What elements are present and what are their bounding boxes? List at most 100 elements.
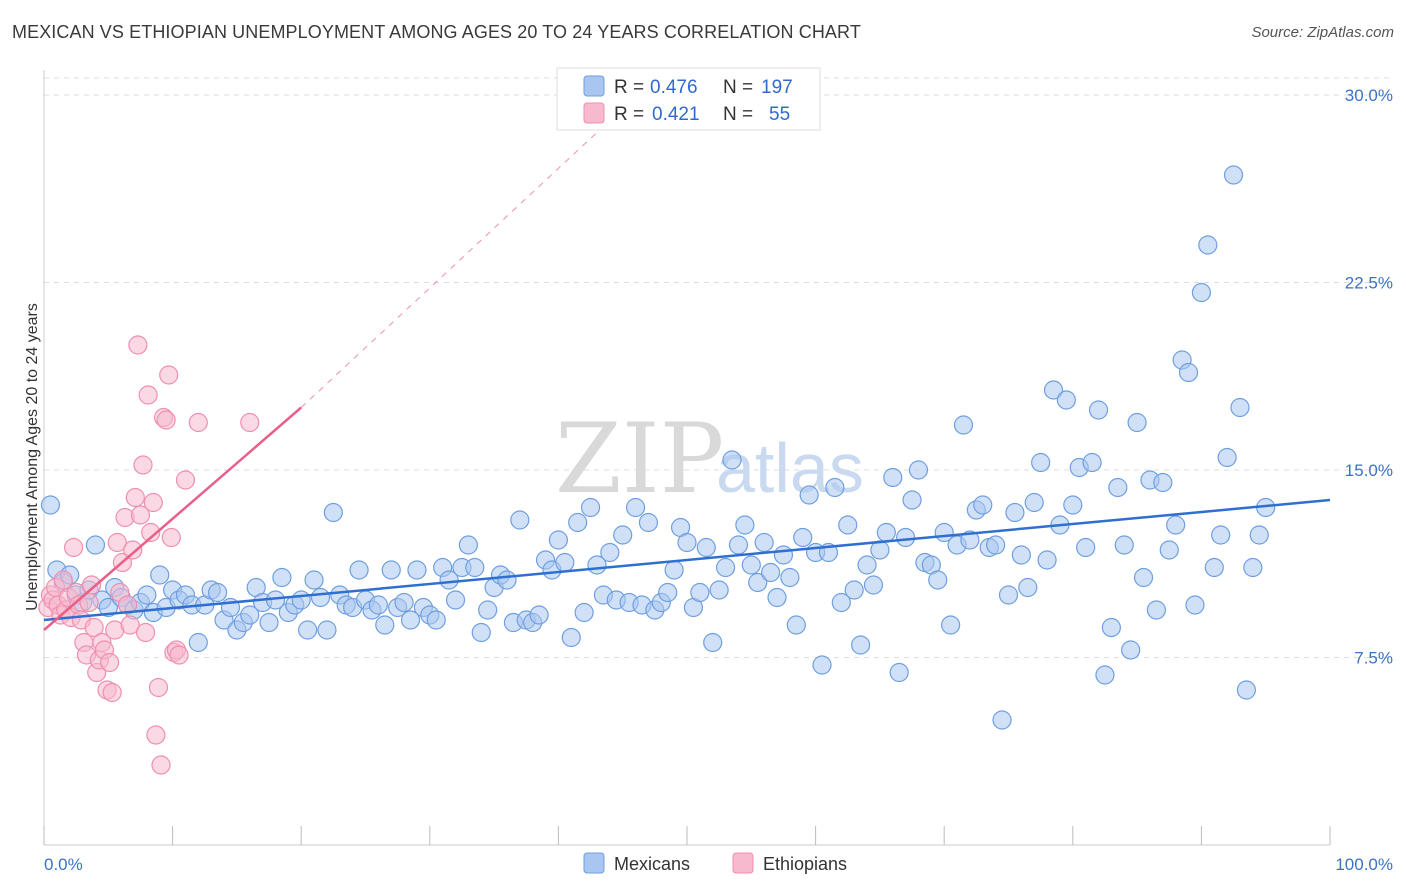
mexicans-point	[259, 612, 279, 633]
mexicans-point	[928, 570, 948, 590]
ethiopians-point	[141, 522, 161, 543]
mexicans-point	[735, 515, 755, 535]
y-tick-label: 30.0%	[1345, 86, 1393, 105]
mexicans-point	[1249, 525, 1269, 545]
ethiopians-trend-line	[43, 406, 303, 631]
legend-swatch-mexicans	[583, 75, 605, 97]
mexicans-point	[208, 582, 228, 603]
mexicans-point	[1153, 472, 1173, 493]
ethiopians-point	[138, 385, 158, 405]
y-tick-label: 15.0%	[1345, 461, 1393, 480]
legend-box: R = 0.476 N = 197 R = 0.421 N = 55	[556, 67, 821, 131]
ethiopians-point	[107, 532, 127, 553]
mexicans-point	[986, 535, 1006, 555]
ethiopians-point	[188, 412, 208, 433]
bottom-legend-swatch-mexicans	[583, 852, 605, 874]
legend-swatch-ethiopians	[583, 102, 605, 124]
mexicans-point	[529, 605, 549, 625]
mexicans-point	[1043, 380, 1064, 400]
mexicans-point	[465, 557, 485, 578]
mexicans-point	[941, 615, 961, 635]
ethiopians-point	[240, 412, 260, 433]
trend-lines	[43, 132, 1331, 631]
mexicans-point	[812, 655, 832, 675]
mexicans-point	[992, 710, 1012, 730]
mexicans-point	[1011, 545, 1031, 565]
bottom-legend: Mexicans Ethiopians	[583, 852, 847, 874]
mexicans-point	[1166, 515, 1186, 535]
mexicans-point	[838, 515, 858, 535]
x-tick-label-min: 0.0%	[44, 855, 83, 874]
y-tick-label: 22.5%	[1345, 274, 1393, 293]
source-label: Source: ZipAtlas.com	[1251, 24, 1394, 41]
mexicans-point	[625, 497, 646, 518]
mexicans-point	[1121, 640, 1141, 660]
mexicans-point	[298, 620, 318, 640]
mexicans-point	[349, 560, 369, 580]
mexicans-point	[1204, 557, 1224, 578]
ethiopians-point	[135, 622, 156, 643]
mexicans-point	[896, 527, 916, 548]
mexicans-point	[323, 502, 343, 523]
mexicans-point	[696, 537, 716, 558]
mexicans-point	[1178, 362, 1199, 383]
mexicans-point	[825, 477, 845, 498]
mexicans-point	[1024, 492, 1044, 513]
ethiopians-point	[123, 540, 143, 560]
mexicans-point	[889, 662, 909, 683]
mexicans-point	[677, 532, 697, 553]
mexicans-point	[876, 522, 896, 543]
mexicans-point	[1108, 477, 1128, 498]
ethiopians-point	[99, 652, 120, 673]
mexicans-point	[953, 415, 974, 435]
mexicans-point	[1185, 595, 1205, 615]
mexicans-point	[272, 567, 292, 588]
ethiopians-points	[38, 335, 260, 775]
ethiopians-point	[133, 455, 153, 475]
mexicans-point	[426, 610, 446, 630]
ethiopians-point	[175, 470, 196, 490]
ethiopians-point	[156, 410, 176, 430]
legend-n-label-2: N =	[723, 104, 753, 125]
legend-r-label-1: R =	[614, 77, 644, 98]
ethiopians-point	[143, 492, 163, 513]
mexicans-point	[1082, 452, 1102, 473]
ethiopians-point	[63, 537, 84, 558]
mexicans-point	[998, 585, 1019, 605]
mexicans-point	[780, 567, 800, 588]
mexicans-point	[381, 560, 401, 580]
mexicans-point	[85, 535, 106, 555]
mexicans-point	[439, 570, 459, 590]
mexicans-point	[715, 557, 736, 578]
mexicans-point	[760, 562, 781, 583]
mexicans-point	[664, 560, 684, 580]
mexicans-point	[240, 605, 260, 625]
mexicans-point	[741, 555, 761, 575]
bottom-legend-mexicans: Mexicans	[614, 854, 690, 874]
mexicans-point	[613, 525, 633, 545]
ethiopians-point	[151, 755, 171, 775]
mexicans-point	[1211, 525, 1231, 545]
mexicans-point	[844, 580, 864, 600]
mexicans-point	[902, 490, 922, 510]
mexicans-point	[1236, 680, 1257, 700]
mexicans-point	[1133, 567, 1154, 588]
ethiopians-point	[146, 725, 166, 745]
mexicans-point	[574, 602, 594, 623]
mexicans-point	[510, 510, 530, 530]
mexicans-point	[400, 610, 421, 630]
mexicans-point	[863, 575, 884, 595]
mexicans-point	[497, 570, 517, 590]
legend-n-value-2: 55	[769, 104, 790, 125]
x-axis-ticks	[43, 826, 1331, 845]
mexicans-trend-line	[43, 498, 1331, 622]
mexicans-point	[394, 592, 414, 613]
mexicans-point	[754, 532, 774, 553]
mexicans-point	[317, 620, 337, 640]
mexicans-point	[1037, 550, 1057, 570]
ethiopians-point	[102, 682, 122, 703]
mexicans-point	[1198, 235, 1218, 255]
mexicans-point	[548, 530, 569, 550]
mexicans-point	[188, 632, 208, 653]
